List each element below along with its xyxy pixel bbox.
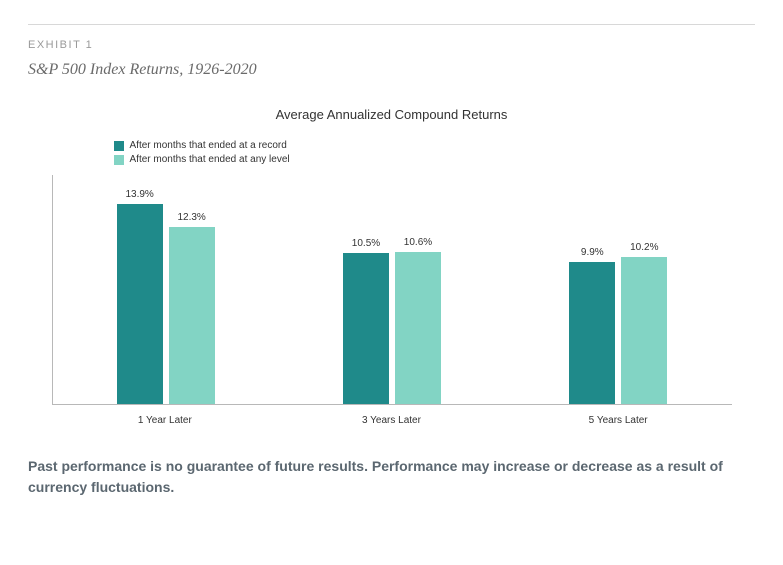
- x-axis-label: 5 Years Later: [568, 415, 668, 426]
- bar-value-label: 10.6%: [404, 237, 432, 248]
- bar-wrap: 13.9%: [117, 189, 163, 404]
- bar-group: 9.9% 10.2%: [569, 242, 667, 404]
- bar: [395, 252, 441, 404]
- disclaimer-text: Past performance is no guarantee of futu…: [28, 456, 755, 498]
- chart-subtitle: S&P 500 Index Returns, 1926-2020: [28, 61, 755, 79]
- bar: [117, 204, 163, 404]
- bar-value-label: 10.2%: [630, 242, 658, 253]
- bar-value-label: 13.9%: [125, 189, 153, 200]
- exhibit-label: EXHIBIT 1: [28, 39, 755, 51]
- bar-wrap: 10.6%: [395, 237, 441, 404]
- legend-label: After months that ended at a record: [130, 140, 287, 151]
- bar-value-label: 12.3%: [177, 212, 205, 223]
- bar-wrap: 10.5%: [343, 238, 389, 404]
- x-axis-labels: 1 Year Later 3 Years Later 5 Years Later: [52, 415, 732, 426]
- bar-value-label: 10.5%: [352, 238, 380, 249]
- bar-value-label: 9.9%: [581, 247, 604, 258]
- chart-plot: 13.9% 12.3% 10.5% 10.6% 9.9% 10.2%: [52, 175, 732, 405]
- legend-label: After months that ended at any level: [130, 154, 290, 165]
- bar: [569, 262, 615, 404]
- legend-swatch-icon: [114, 141, 124, 151]
- legend: After months that ended at a record Afte…: [114, 140, 732, 165]
- bar: [343, 253, 389, 404]
- bar-wrap: 10.2%: [621, 242, 667, 404]
- bar-group: 10.5% 10.6%: [343, 237, 441, 404]
- chart-title: Average Annualized Compound Returns: [28, 107, 755, 122]
- bar-wrap: 9.9%: [569, 247, 615, 404]
- x-axis-label: 3 Years Later: [341, 415, 441, 426]
- legend-swatch-icon: [114, 155, 124, 165]
- legend-item: After months that ended at a record: [114, 140, 732, 151]
- x-axis-label: 1 Year Later: [115, 415, 215, 426]
- bar-group: 13.9% 12.3%: [117, 189, 215, 404]
- bar: [621, 257, 667, 404]
- bar-wrap: 12.3%: [169, 212, 215, 404]
- top-divider: [28, 24, 755, 25]
- chart-area: After months that ended at a record Afte…: [52, 140, 732, 426]
- legend-item: After months that ended at any level: [114, 154, 732, 165]
- bar: [169, 227, 215, 404]
